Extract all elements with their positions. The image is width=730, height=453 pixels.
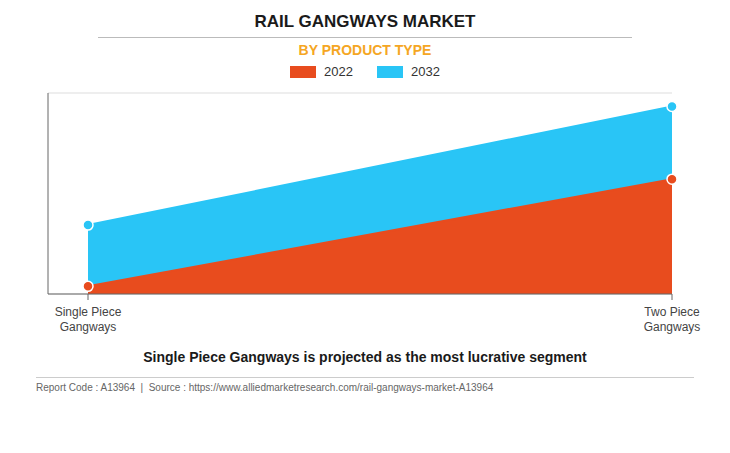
html-text:2022: 2022 [324,64,353,79]
svg-text:Two PieceGangways: Two PieceGangways [644,305,701,334]
html-text:Single Piece Gangways is proje: Single Piece Gangways is projected as th… [143,349,587,365]
html-text:BY PRODUCT TYPE: BY PRODUCT TYPE [298,42,432,58]
html-text:Report Code : A13964 | Source: Report Code : A13964 | Source : https://… [36,382,494,393]
html-text:RAIL GANGWAYS MARKET: RAIL GANGWAYS MARKET [254,12,476,31]
html-text:2032: 2032 [411,64,440,79]
svg-text:Single PieceGangways: Single PieceGangways [55,305,122,334]
